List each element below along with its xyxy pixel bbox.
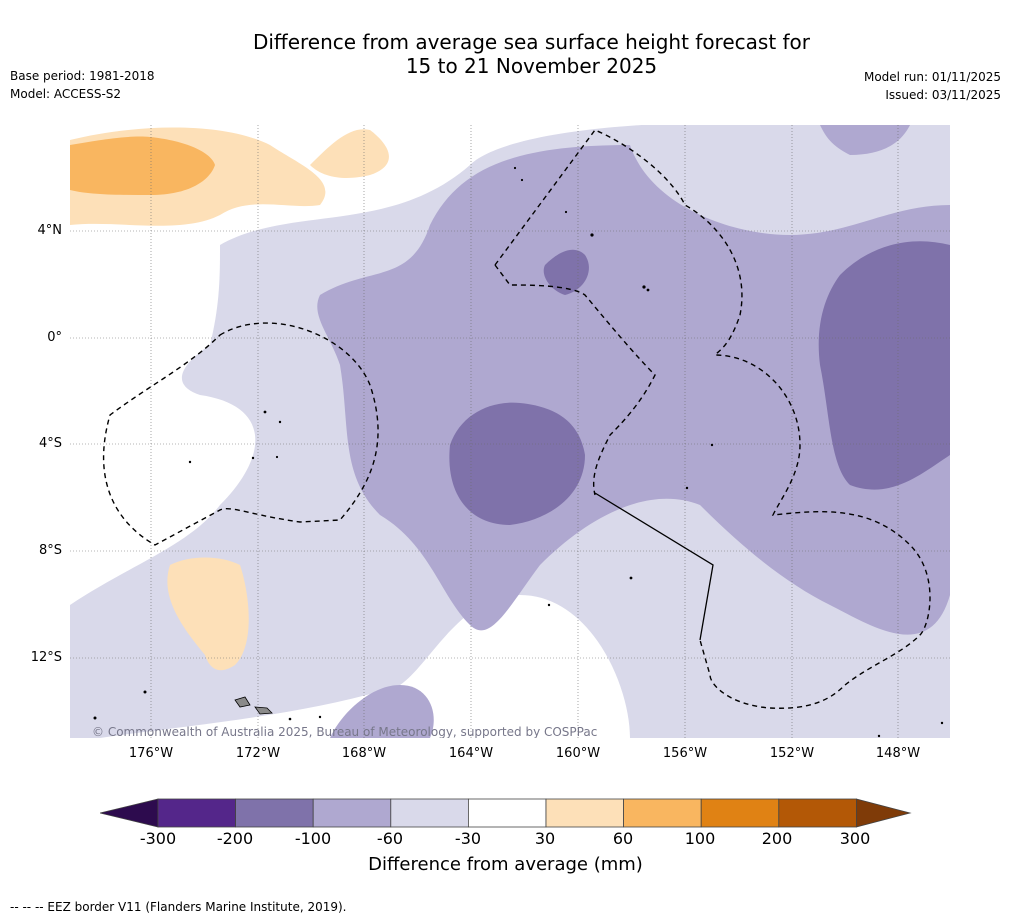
colorbar-label-300: 300 — [839, 829, 871, 848]
lon-label-160w: 160°W — [555, 746, 601, 761]
lat-label-4s: 4°S — [38, 436, 62, 451]
map-panel: © Commonwealth of Australia 2025, Bureau… — [70, 125, 950, 738]
colorbar-label-m200: -200 — [216, 829, 254, 848]
lon-label-172w: 172°W — [235, 746, 281, 761]
small-islands — [93, 166, 944, 738]
island-tutuila — [254, 706, 273, 715]
colorbar-label-100: 100 — [684, 829, 716, 848]
colorbar-label-60: 60 — [612, 829, 634, 848]
colorbar-bin-1 — [157, 798, 236, 828]
lat-label-12s: 12°S — [30, 650, 62, 665]
eez-borders — [102, 129, 931, 709]
colorbar-bin-4 — [390, 798, 469, 828]
lon-label-152w: 152°W — [769, 746, 815, 761]
colorbar-bin-9 — [778, 798, 857, 828]
lon-label-148w: 148°W — [875, 746, 921, 761]
island-upolu — [234, 696, 251, 708]
colorbar-bin-7 — [623, 798, 702, 828]
issued-date: Issued: 03/11/2025 — [885, 88, 1001, 102]
colorbar-label-200: 200 — [761, 829, 793, 848]
lon-label-164w: 164°W — [448, 746, 494, 761]
title-line-2: 15 to 21 November 2025 — [405, 54, 658, 78]
islands — [234, 696, 273, 715]
meta-left: Base period: 1981-2018 Model: ACCESS-S2 — [10, 67, 155, 103]
colorbar-label-30: 30 — [534, 829, 556, 848]
title-line-1: Difference from average sea surface heig… — [252, 30, 811, 54]
graticule — [70, 125, 950, 738]
colorbar-bin-3 — [312, 798, 392, 828]
colorbar-bin-5 — [467, 798, 547, 828]
lon-label-156w: 156°W — [662, 746, 708, 761]
colorbar-label-m60: -60 — [376, 829, 404, 848]
model-run: Model run: 01/11/2025 — [863, 70, 1001, 84]
colorbar — [100, 798, 912, 828]
colorbar-bin-2 — [235, 798, 314, 828]
colorbar-title: Difference from average (mm) — [368, 854, 643, 875]
base-period: Base period: 1981-2018 — [10, 69, 155, 83]
colorbar-extend-low — [100, 798, 159, 828]
colorbar-label-m100: -100 — [294, 829, 332, 848]
eez-solid-border — [594, 492, 714, 641]
meta-right: Model run: 01/11/2025 Issued: 03/11/2025 — [864, 68, 1001, 104]
eez-footnote: -- -- -- EEZ border V11 (Flanders Marine… — [10, 900, 347, 914]
colorbar-extend-high — [856, 798, 912, 828]
lat-label-8s: 8°S — [38, 543, 62, 558]
colorbar-label-m30: -30 — [454, 829, 482, 848]
lon-label-168w: 168°W — [341, 746, 387, 761]
copyright-text: © Commonwealth of Australia 2025, Bureau… — [92, 725, 597, 738]
colorbar-bin-6 — [545, 798, 624, 828]
colorbar-bin-8 — [700, 798, 780, 828]
map-title: Difference from average sea surface heig… — [0, 30, 1011, 78]
colorbar-label-m300: -300 — [139, 829, 177, 848]
lat-label-0: 0° — [47, 330, 62, 345]
lat-label-4n: 4°N — [37, 223, 63, 238]
lon-label-176w: 176°W — [128, 746, 174, 761]
model-name: Model: ACCESS-S2 — [10, 87, 122, 101]
